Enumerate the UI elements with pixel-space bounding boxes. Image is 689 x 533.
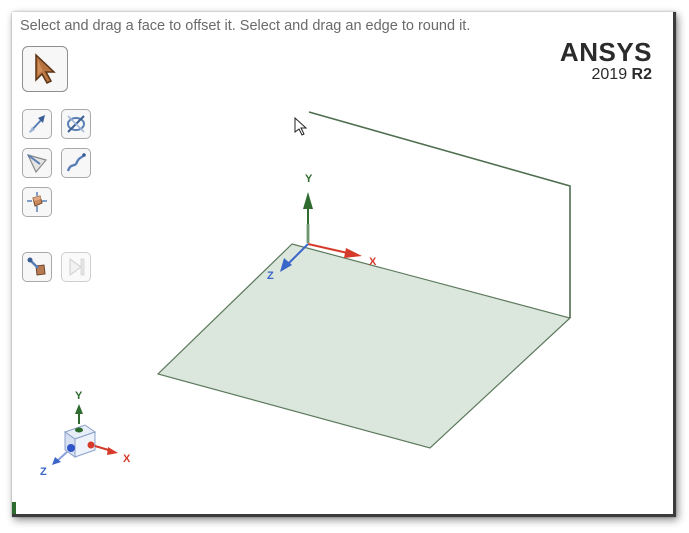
- tool-guide-button[interactable]: [22, 252, 52, 282]
- brand-version-release: R2: [631, 66, 652, 83]
- viewport-window: Select and drag a face to offset it. Sel…: [12, 12, 676, 517]
- pull-icon: [29, 115, 45, 133]
- window-border-bottom: [12, 514, 676, 517]
- tool-guide-icon: [27, 257, 46, 276]
- window-border-right: [673, 12, 676, 517]
- main-triad-z-label: Z: [267, 270, 274, 282]
- fill-icon: [26, 154, 48, 174]
- combine-icon: [66, 153, 86, 172]
- select-tool-button[interactable]: [22, 46, 68, 92]
- corner-triad-z-label: Z: [40, 466, 47, 478]
- blend-icon: [27, 192, 47, 212]
- blend-tool-button[interactable]: [22, 187, 52, 217]
- pull-tool-button[interactable]: [22, 109, 52, 139]
- move-icon: [67, 115, 85, 133]
- main-triad-x-label: X: [369, 256, 377, 268]
- corner-triad-x-label: X: [123, 453, 131, 465]
- brand-name: ANSYS: [559, 37, 652, 67]
- sketch-edge[interactable]: [308, 111, 571, 318]
- status-indicator: [12, 502, 16, 514]
- mouse-cursor-icon: [294, 116, 308, 136]
- corner-triad-y-label: Y: [75, 390, 83, 402]
- combine-tool-button[interactable]: [61, 148, 91, 178]
- instruction-hint: Select and drag a face to offset it. Sel…: [20, 18, 471, 34]
- model-viewport[interactable]: Y X Z Y X Z: [12, 12, 676, 517]
- select-arrow-icon: [35, 53, 56, 84]
- play-icon: [69, 257, 85, 277]
- plane-face[interactable]: [156, 243, 572, 449]
- main-triad: Y X Z: [267, 173, 377, 282]
- orientation-cube[interactable]: Y X Z: [40, 390, 131, 478]
- brand-version: 2019 R2: [560, 66, 653, 84]
- brand-logo: ANSYS 2019 R2: [560, 39, 652, 84]
- brand-version-year: 2019: [591, 66, 628, 83]
- main-triad-y-label: Y: [305, 173, 313, 185]
- play-button[interactable]: [61, 252, 91, 282]
- move-tool-button[interactable]: [61, 109, 91, 139]
- fill-tool-button[interactable]: [22, 148, 52, 178]
